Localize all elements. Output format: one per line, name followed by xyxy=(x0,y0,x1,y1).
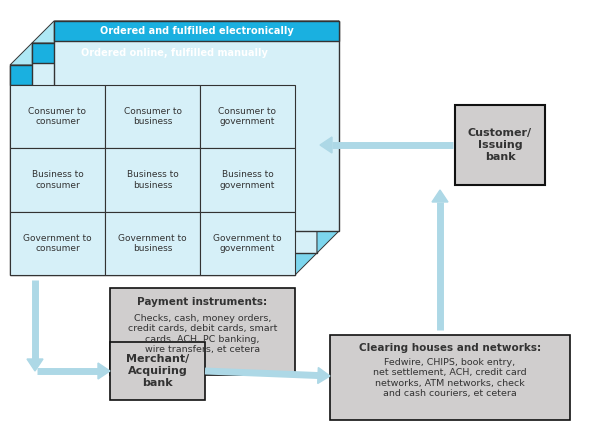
Polygon shape xyxy=(317,21,339,253)
Polygon shape xyxy=(320,137,332,153)
Bar xyxy=(110,342,205,400)
Text: Business to
consumer: Business to consumer xyxy=(32,170,83,190)
Bar xyxy=(455,105,545,185)
Bar xyxy=(200,211,295,275)
Polygon shape xyxy=(432,190,448,202)
Text: Consumer to
consumer: Consumer to consumer xyxy=(29,107,86,126)
Bar xyxy=(10,148,105,211)
Text: Business to
government: Business to government xyxy=(220,170,275,190)
Text: Government to
government: Government to government xyxy=(213,234,282,253)
Polygon shape xyxy=(317,368,330,384)
Text: Customer/
Issuing
bank: Customer/ Issuing bank xyxy=(468,128,532,162)
Text: Consumer to
government: Consumer to government xyxy=(218,107,277,126)
Text: Traditional commerce: Traditional commerce xyxy=(93,70,212,80)
Bar xyxy=(105,211,200,275)
Text: Consumer to
business: Consumer to business xyxy=(124,107,182,126)
Bar xyxy=(110,288,295,375)
Text: Checks, cash, money orders,
credit cards, debit cards, smart
cards, ACH, PC bank: Checks, cash, money orders, credit cards… xyxy=(128,314,277,354)
Polygon shape xyxy=(295,43,317,275)
Text: Ordered online, fulfilled manually: Ordered online, fulfilled manually xyxy=(81,48,268,58)
Text: Ordered and fulfilled electronically: Ordered and fulfilled electronically xyxy=(100,26,293,36)
Polygon shape xyxy=(98,363,110,379)
Bar xyxy=(10,65,295,85)
Text: Payment instruments:: Payment instruments: xyxy=(137,297,268,307)
Bar xyxy=(10,85,105,148)
Text: Clearing houses and networks:: Clearing houses and networks: xyxy=(359,343,541,353)
Bar xyxy=(32,43,317,63)
Bar xyxy=(10,65,295,275)
Text: Government to
consumer: Government to consumer xyxy=(23,234,92,253)
Polygon shape xyxy=(32,21,339,43)
Text: Merchant/
Acquiring
bank: Merchant/ Acquiring bank xyxy=(126,354,189,388)
Bar xyxy=(200,148,295,211)
Bar xyxy=(32,43,317,253)
Bar xyxy=(105,148,200,211)
Bar xyxy=(54,21,339,41)
Text: Business to
business: Business to business xyxy=(127,170,178,190)
Bar xyxy=(330,335,570,420)
Text: Fedwire, CHIPS, book entry,
net settlement, ACH, credit card
networks, ATM netwo: Fedwire, CHIPS, book entry, net settleme… xyxy=(373,358,527,398)
Bar xyxy=(54,21,339,231)
Bar xyxy=(105,85,200,148)
Polygon shape xyxy=(10,43,317,65)
Bar xyxy=(10,211,105,275)
Bar xyxy=(200,85,295,148)
Polygon shape xyxy=(27,359,43,371)
Text: Government to
business: Government to business xyxy=(118,234,187,253)
